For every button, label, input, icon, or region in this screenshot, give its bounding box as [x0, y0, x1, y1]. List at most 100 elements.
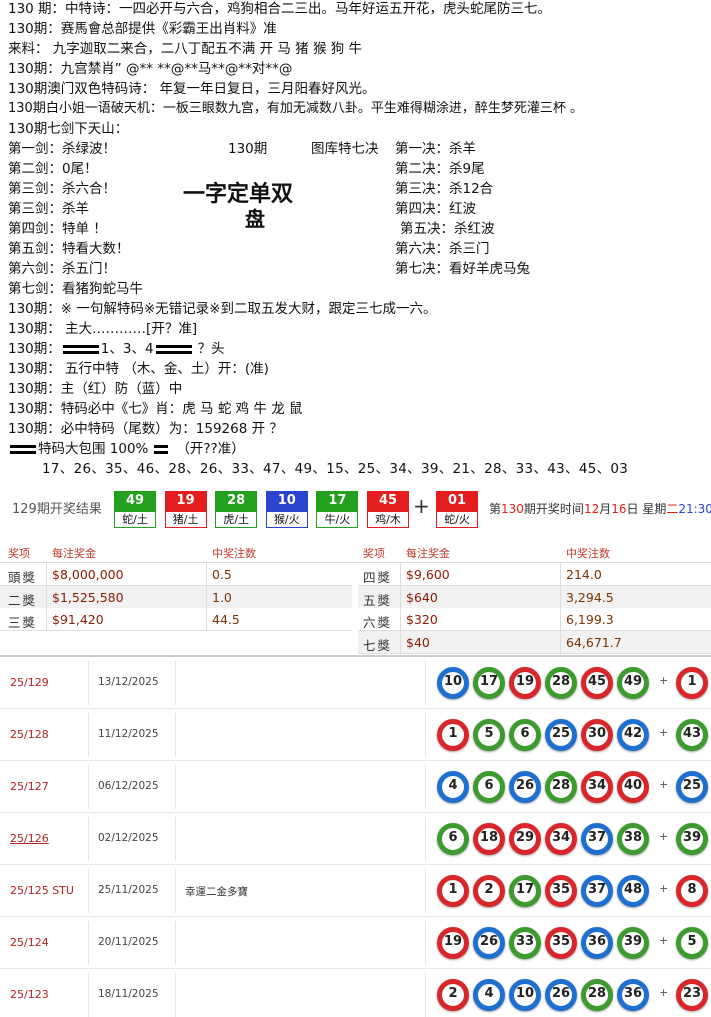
ball — [545, 719, 577, 751]
ball-number: 4 — [484, 986, 494, 1001]
prize-cell: 五獎 — [363, 592, 393, 608]
ball-number: 28 — [215, 491, 258, 511]
prefix: 130期： — [8, 341, 61, 357]
ball — [473, 823, 505, 855]
cell-rule — [400, 608, 401, 630]
ball — [509, 667, 541, 699]
cell-rule — [560, 608, 561, 630]
text-line: 130期： 主大…………[开？准] — [8, 321, 198, 337]
sword-right: 第四决：红波 — [395, 201, 476, 217]
ball-number: 23 — [682, 986, 702, 1001]
sword-left: 第六剑：杀五门！ — [8, 261, 116, 277]
col-rule — [88, 713, 89, 757]
period: 25/124 — [10, 936, 49, 949]
text-line: 130期：九宫禁肖” @** **@**马**@**对**@ — [8, 61, 293, 77]
ball-number: 01 — [436, 491, 478, 511]
col-rule — [425, 661, 426, 705]
ball-number: 26 — [515, 778, 535, 793]
sword-right: 第六决：杀三门 — [395, 241, 490, 257]
ball-number: 36 — [587, 934, 607, 949]
ball-number: 8 — [687, 882, 697, 897]
ball-number: 36 — [623, 986, 643, 1001]
ball-number: 6 — [484, 778, 494, 793]
prize-cell: 1.0 — [212, 589, 232, 605]
ball-number: 5 — [687, 934, 697, 949]
ball — [581, 927, 613, 959]
text-line: 130期： 五行中特 （木、金、土）开：(准) — [8, 361, 269, 377]
ball-label: 猪/土 — [164, 511, 207, 528]
col-rule — [88, 869, 89, 913]
next-draw: 第130期开奖时间12月16日 星期二21:30 — [489, 500, 711, 517]
plus: + — [659, 882, 669, 895]
period: 25/128 — [10, 728, 49, 741]
cell-rule — [46, 585, 47, 608]
text-line: 130期：特码必中《七》肖：虎 马 蛇 鸡 牛 龙 鼠 — [8, 401, 303, 417]
ball — [473, 927, 505, 959]
text-line: 130期：主（红）防（蓝）中 — [8, 381, 183, 397]
ball — [676, 823, 708, 855]
middle-period: 130期 — [228, 141, 268, 157]
prize-cell: $640 — [406, 589, 438, 605]
prize-header: 每注奖金 — [406, 547, 450, 560]
ball-label: 蛇/土 — [114, 511, 156, 528]
ball-number: 43 — [682, 726, 702, 741]
cell-rule — [206, 608, 207, 630]
text-line: 130期七剑下天山： — [8, 121, 129, 137]
text-line: 130期：※ 一句解特码※无错记录※到二取五发大财，跟定三七成一六。 — [8, 301, 437, 317]
ball — [473, 979, 505, 1011]
ball-number: 49 — [114, 491, 156, 511]
text-line: 130期白小姐一语破天机：一板三眼数九宫，有加无减数八卦。平生难得糊涂进，醉生梦… — [8, 101, 583, 116]
middle-title: 图库特七决 — [311, 141, 379, 157]
text-line: 130期：赛馬會总部提供《彩霸王出肖料》准 — [8, 21, 277, 37]
ball-number: 40 — [623, 778, 643, 793]
plus: + — [659, 726, 669, 739]
col-rule — [175, 661, 176, 705]
col-rule — [425, 869, 426, 913]
ball-number: 35 — [551, 934, 571, 949]
ball-number: 10 — [265, 491, 308, 511]
ball — [473, 875, 505, 907]
prize-cell: $9,600 — [406, 567, 450, 582]
ball-number: 17 — [316, 491, 359, 511]
col-rule — [175, 765, 176, 809]
text-line: 130期澳门双色特码诗： 年复一年日复日，三月阳春好风光。 — [8, 81, 376, 97]
date: 20/11/2025 — [98, 936, 159, 948]
ball-number: 2 — [448, 986, 458, 1001]
next-part: 月 — [599, 502, 612, 516]
sword-left: 第五剑：特看大数！ — [8, 241, 130, 257]
cell-rule — [560, 563, 561, 585]
plus: + — [659, 674, 669, 687]
note: 幸運二金多寶 — [185, 886, 248, 898]
prize-header: 每注奖金 — [52, 547, 96, 560]
ball-number: 39 — [623, 934, 643, 949]
row-rule — [0, 760, 711, 761]
ball-label: 牛/火 — [316, 511, 359, 528]
bar — [155, 344, 192, 354]
ball — [437, 927, 469, 959]
ball — [437, 667, 469, 699]
ball — [509, 771, 541, 803]
sword-right: 第一决：杀羊 — [395, 141, 476, 157]
ball-number: 49 — [623, 674, 643, 689]
ball — [676, 667, 708, 699]
ball — [509, 927, 541, 959]
col-rule — [175, 713, 176, 757]
ball — [676, 875, 708, 907]
sword-right: 第七决：看好羊虎马兔 — [395, 261, 530, 277]
ball-number: 26 — [479, 934, 499, 949]
prize-cell: 六獎 — [363, 615, 393, 630]
ball-number: 4 — [448, 778, 458, 793]
text: 1、3、4 — [100, 341, 154, 357]
row-rule — [0, 864, 711, 865]
prize-cell: 七獎 — [363, 637, 393, 653]
ball-number: 17 — [515, 882, 535, 897]
cell-rule — [46, 608, 47, 630]
period: 25/129 — [10, 676, 49, 689]
col-rule — [175, 973, 176, 1017]
next-part: 12 — [583, 502, 600, 516]
prize-cell: 3,294.5 — [566, 589, 614, 605]
cell-rule — [400, 585, 401, 608]
col-rule — [425, 973, 426, 1017]
date: 11/12/2025 — [98, 728, 159, 740]
date: 25/11/2025 — [98, 884, 159, 896]
